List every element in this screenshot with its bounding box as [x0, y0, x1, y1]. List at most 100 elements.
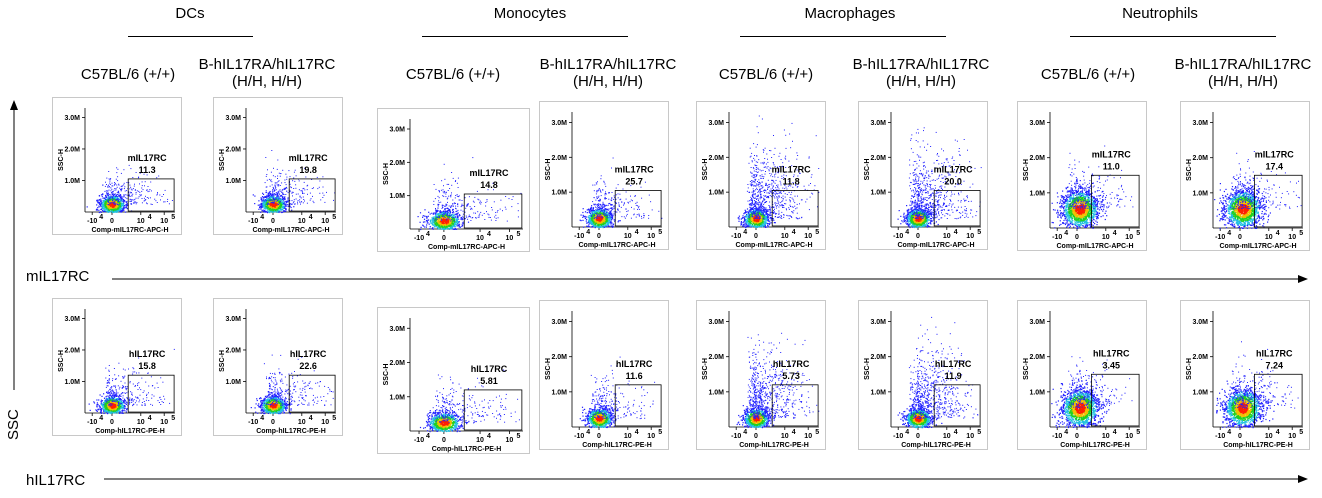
gate-percent: 7.24 [1265, 360, 1283, 370]
y-tick-label: 2.0M [551, 155, 567, 162]
x-tick-exp: 4 [635, 229, 639, 236]
x-axis-label: Comp-mIL17RC-APC-H [1220, 243, 1297, 250]
x-tick-exp: 4 [1276, 429, 1280, 436]
y-tick-label: 1.0M [708, 389, 724, 396]
x-axis-label: Comp-hIL17RC-PE-H [1060, 442, 1130, 449]
x-tick-exp: 5 [1136, 429, 1140, 436]
x-tick-label: 10 [1102, 433, 1110, 440]
x-tick-exp: 5 [658, 229, 662, 236]
x-tick-label: 10 [1125, 234, 1133, 241]
x-axis-label: Comp-hIL17RC-PE-H [582, 442, 652, 449]
x-tick-label: 10 [943, 433, 951, 440]
y-tick-label: 1.0M [708, 190, 724, 197]
strain-label-monocytes-humanized: B-hIL17RA/hIL17RC (H/H, H/H) [523, 56, 693, 90]
x-axis-label: Comp-mIL17RC-APC-H [736, 242, 813, 249]
x-tick-label: 10 [1265, 433, 1273, 440]
x-tick-exp: 4 [426, 433, 430, 440]
x-tick-label: -10 [87, 218, 97, 225]
y-tick-label: 2.0M [1029, 155, 1045, 162]
x-tick-label: -10 [574, 433, 584, 440]
x-tick-exp: 4 [635, 429, 639, 436]
flow-plot-16: 3.0M 2.0M 1.0M SSC-H -10 4 0 10 4 10 5 Comp-hIL17RC… [1180, 300, 1310, 450]
gate-percent: 22.6 [299, 361, 317, 371]
flow-plot-6: 3.0M 2.0M 1.0M SSC-H -10 4 0 10 4 10 5 Comp-mIL17RC… [858, 101, 988, 250]
x-tick-label: 10 [624, 433, 632, 440]
x-tick-exp: 4 [905, 429, 909, 436]
event-points [897, 316, 979, 429]
gate-percent: 14.8 [480, 180, 498, 190]
y-axis-label: SSC-H [702, 159, 709, 181]
y-tick-label: 2.0M [389, 360, 405, 367]
x-axis-label: Comp-hIL17RC-PE-H [432, 446, 502, 453]
x-axis-label: Comp-mIL17RC-APC-H [253, 227, 330, 234]
x-tick-label: 10 [943, 233, 951, 240]
x-tick-label: -10 [1215, 433, 1225, 440]
event-points [86, 159, 173, 214]
x-tick-label: -10 [414, 437, 424, 444]
flow-plot-14: 3.0M 2.0M 1.0M SSC-H -10 4 0 10 4 10 5 Comp-hIL17RC… [858, 300, 988, 450]
x-tick-exp: 4 [1064, 230, 1068, 237]
x-tick-label: 0 [597, 233, 601, 240]
y-axis-label: SSC-H [545, 159, 552, 181]
x-tick-exp: 4 [586, 229, 590, 236]
y-axis-label: SSC-H [864, 358, 871, 380]
gate-rectangle [1254, 174, 1303, 228]
x-tick-label: 10 [137, 218, 145, 225]
strain-label-macrophages-humanized: B-hIL17RA/hIL17RC (H/H, H/H) [836, 56, 1006, 90]
x-tick-label: 0 [442, 437, 446, 444]
x-tick-exp: 4 [792, 229, 796, 236]
y-axis-label: SSC-H [1023, 358, 1030, 380]
x-axis-label: Comp-mIL17RC-APC-H [1057, 243, 1134, 250]
event-points [736, 332, 820, 429]
x-tick-exp: 4 [487, 231, 491, 238]
group-rule-neutrophils [1070, 36, 1276, 37]
y-tick-label: 3.0M [870, 319, 886, 326]
y-tick-label: 2.0M [708, 354, 724, 361]
x-tick-label: 10 [804, 433, 812, 440]
x-tick-label: 0 [110, 419, 114, 426]
x-tick-label: 0 [1238, 234, 1242, 241]
x-tick-exp: 5 [171, 415, 175, 422]
y-axis-label: SSC-H [219, 149, 226, 171]
x-tick-label: 0 [754, 433, 758, 440]
x-tick-exp: 4 [260, 415, 264, 422]
y-tick-label: 1.0M [551, 190, 567, 197]
y-tick-label: 3.0M [64, 316, 80, 323]
gate-name: hIL17RC [129, 349, 166, 359]
x-axis-label: Comp-mIL17RC-APC-H [92, 227, 169, 234]
x-tick-label: 10 [781, 433, 789, 440]
x-tick-exp: 5 [1299, 230, 1303, 237]
y-axis-label: SSC-H [383, 163, 390, 185]
x-tick-label: 0 [597, 433, 601, 440]
x-tick-exp: 5 [977, 229, 981, 236]
x-tick-label: -10 [248, 218, 258, 225]
x-tick-label: 0 [754, 233, 758, 240]
gate-percent: 11.9 [945, 371, 962, 381]
x-tick-exp: 4 [99, 415, 103, 422]
x-tick-exp: 5 [977, 429, 981, 436]
y-axis-label: SSC-H [702, 358, 709, 380]
x-tick-label: 10 [647, 233, 655, 240]
x-tick-label: -10 [414, 235, 424, 242]
event-points [1051, 356, 1133, 429]
y-tick-label: 1.0M [64, 379, 80, 386]
x-tick-exp: 4 [1227, 429, 1231, 436]
x-tick-exp: 4 [309, 214, 313, 221]
y-tick-label: 1.0M [389, 394, 405, 401]
gate-rectangle [1254, 373, 1303, 427]
y-axis-label: SSC-H [383, 364, 390, 386]
flow-plot-12: 3.0M 2.0M 1.0M SSC-H -10 4 0 10 4 10 5 Comp-hIL17RC… [539, 300, 669, 450]
x-tick-exp: 4 [1227, 230, 1231, 237]
flow-plot-4: 3.0M 2.0M 1.0M SSC-H -10 4 0 10 4 10 5 Comp-mIL17RC… [539, 101, 669, 250]
gate-rectangle [288, 374, 336, 413]
gate-percent: 19.8 [299, 165, 317, 175]
gate-name: mIL17RC [934, 164, 974, 174]
flow-plot-1: 3.0M 2.0M 1.0M SSC-H -10 4 0 10 4 10 5 Comp-mIL17RC… [52, 97, 182, 235]
y-tick-label: 3.0M [708, 120, 724, 127]
x-tick-exp: 5 [332, 214, 336, 221]
gate-name: mIL17RC [128, 153, 168, 163]
